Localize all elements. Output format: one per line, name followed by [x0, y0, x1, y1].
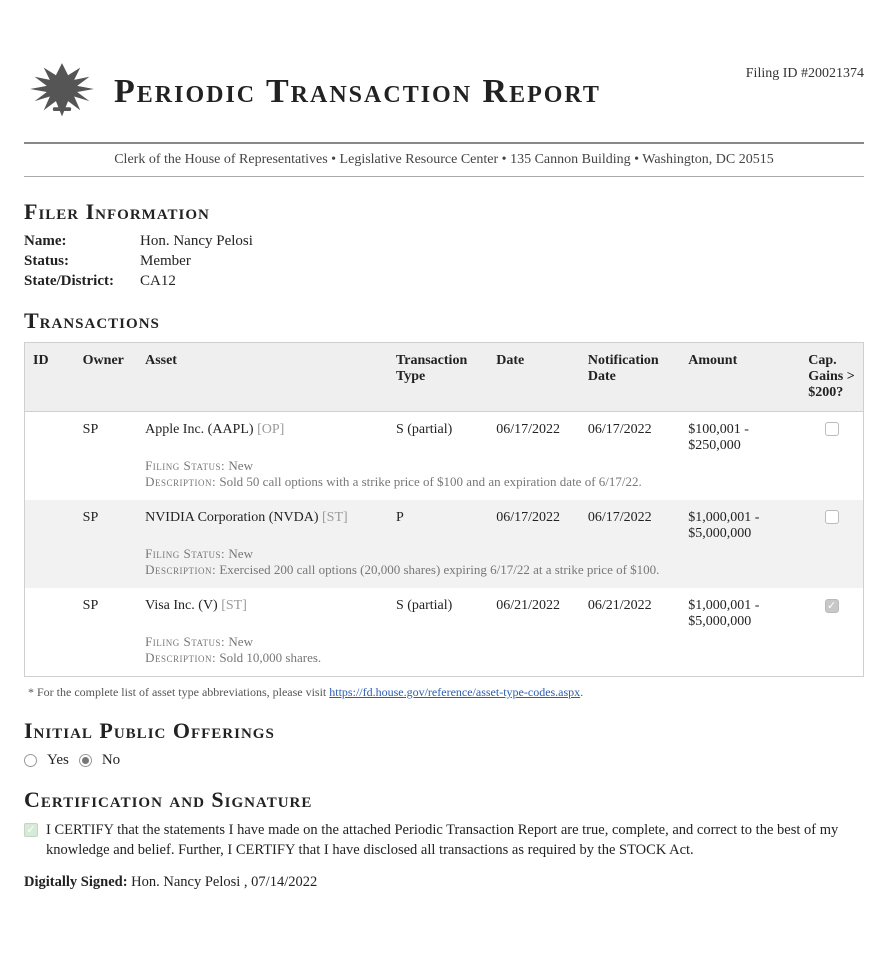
gains-checkbox[interactable] — [825, 422, 839, 436]
cell-owner: SP — [75, 412, 137, 457]
footnote-suffix: . — [580, 685, 583, 699]
ipo-heading: Initial Public Offerings — [24, 718, 864, 744]
cert-checkbox[interactable]: ✓ — [24, 823, 38, 837]
description-value: Sold 50 call options with a strike price… — [219, 474, 641, 489]
certification-block: ✓ I CERTIFY that the statements I have m… — [24, 821, 864, 860]
col-id: ID — [25, 343, 75, 412]
asset-type-footnote: * For the complete list of asset type ab… — [28, 685, 860, 700]
cell-asset: Visa Inc. (V) [ST] — [137, 588, 388, 632]
ipo-options: Yes No — [24, 752, 864, 769]
filer-value: Member — [140, 253, 191, 270]
description-value: Sold 10,000 shares. — [219, 650, 321, 665]
sig-label: Digitally Signed: — [24, 874, 128, 890]
description-label: Description: — [145, 562, 216, 577]
table-row-meta: Filing Status: New Description: Sold 50 c… — [25, 456, 864, 500]
filing-status-value: New — [228, 458, 253, 473]
cell-amount: $1,000,001 - $5,000,000 — [680, 500, 800, 544]
filing-status-label: Filing Status: — [145, 458, 225, 473]
filing-id-value: 20021374 — [808, 66, 864, 81]
asset-type-tag: [ST] — [322, 510, 348, 525]
filer-label: State/District: — [24, 273, 140, 290]
ipo-no-radio[interactable] — [79, 754, 92, 767]
col-asset: Asset — [137, 343, 388, 412]
cell-asset: Apple Inc. (AAPL) [OP] — [137, 412, 388, 457]
footnote-link[interactable]: https://fd.house.gov/reference/asset-typ… — [329, 685, 580, 699]
filer-info-block: Name: Hon. Nancy Pelosi Status: Member S… — [24, 233, 864, 290]
gains-checkbox[interactable]: ✓ — [825, 599, 839, 613]
filer-row-district: State/District: CA12 — [24, 273, 864, 290]
filer-row-status: Status: Member — [24, 253, 864, 270]
cell-amount: $1,000,001 - $5,000,000 — [680, 588, 800, 632]
filing-status-value: New — [228, 634, 253, 649]
filing-status-label: Filing Status: — [145, 634, 225, 649]
cell-owner: SP — [75, 500, 137, 544]
cell-id — [25, 588, 75, 632]
report-title: Periodic Transaction Report — [114, 73, 601, 111]
signature-line: Digitally Signed: Hon. Nancy Pelosi , 07… — [24, 874, 864, 891]
asset-type-tag: [OP] — [257, 422, 284, 437]
cell-date: 06/17/2022 — [488, 500, 580, 544]
sig-value: Hon. Nancy Pelosi , 07/14/2022 — [131, 874, 317, 890]
cell-ttype: P — [388, 500, 488, 544]
filer-label: Status: — [24, 253, 140, 270]
asset-type-tag: [ST] — [221, 598, 247, 613]
col-gains: Cap. Gains > $200? — [800, 343, 863, 412]
filing-status-label: Filing Status: — [145, 546, 225, 561]
table-row: SPVisa Inc. (V) [ST]S (partial)06/21/202… — [25, 588, 864, 632]
ipo-yes-label: Yes — [47, 752, 69, 769]
report-header: Filing ID #20021374 Periodic Transaction… — [24, 24, 864, 177]
description-label: Description: — [145, 474, 216, 489]
table-row: SPNVIDIA Corporation (NVDA) [ST]P06/17/2… — [25, 500, 864, 544]
filer-info-heading: Filer Information — [24, 199, 864, 225]
cell-ndate: 06/17/2022 — [580, 500, 680, 544]
transactions-heading: Transactions — [24, 308, 864, 334]
col-owner: Owner — [75, 343, 137, 412]
footnote-prefix: * For the complete list of asset type ab… — [28, 685, 329, 699]
cell-ndate: 06/17/2022 — [580, 412, 680, 457]
ipo-no-label: No — [102, 752, 120, 769]
table-row-meta: Filing Status: New Description: Sold 10,0… — [25, 632, 864, 677]
cell-gains: ✓ — [800, 588, 863, 632]
col-ndate: Notification Date — [580, 343, 680, 412]
description-value: Exercised 200 call options (20,000 share… — [219, 562, 659, 577]
col-date: Date — [488, 343, 580, 412]
eagle-seal-icon — [24, 54, 100, 130]
gains-checkbox[interactable] — [825, 510, 839, 524]
cell-date: 06/17/2022 — [488, 412, 580, 457]
cell-date: 06/21/2022 — [488, 588, 580, 632]
cell-amount: $100,001 - $250,000 — [680, 412, 800, 457]
cell-owner: SP — [75, 588, 137, 632]
filing-id: Filing ID #20021374 — [746, 66, 864, 82]
table-row: SPApple Inc. (AAPL) [OP]S (partial)06/17… — [25, 412, 864, 457]
cell-gains — [800, 412, 863, 457]
cert-heading: Certification and Signature — [24, 787, 864, 813]
description-label: Description: — [145, 650, 216, 665]
ipo-yes-radio[interactable] — [24, 754, 37, 767]
col-ttype: Transaction Type — [388, 343, 488, 412]
transactions-table: ID Owner Asset Transaction Type Date Not… — [24, 342, 864, 677]
filer-row-name: Name: Hon. Nancy Pelosi — [24, 233, 864, 250]
cell-id — [25, 412, 75, 457]
filer-value: CA12 — [140, 273, 176, 290]
cell-ttype: S (partial) — [388, 412, 488, 457]
table-row-meta: Filing Status: New Description: Exercised… — [25, 544, 864, 588]
filing-id-label: Filing ID # — [746, 66, 808, 81]
cell-gains — [800, 500, 863, 544]
filer-value: Hon. Nancy Pelosi — [140, 233, 253, 250]
subheader-address: Clerk of the House of Representatives • … — [24, 144, 864, 176]
cell-id — [25, 500, 75, 544]
cell-ttype: S (partial) — [388, 588, 488, 632]
cert-text: I CERTIFY that the statements I have mad… — [46, 821, 864, 860]
filing-status-value: New — [228, 546, 253, 561]
cell-asset: NVIDIA Corporation (NVDA) [ST] — [137, 500, 388, 544]
filer-label: Name: — [24, 233, 140, 250]
col-amount: Amount — [680, 343, 800, 412]
cell-ndate: 06/21/2022 — [580, 588, 680, 632]
